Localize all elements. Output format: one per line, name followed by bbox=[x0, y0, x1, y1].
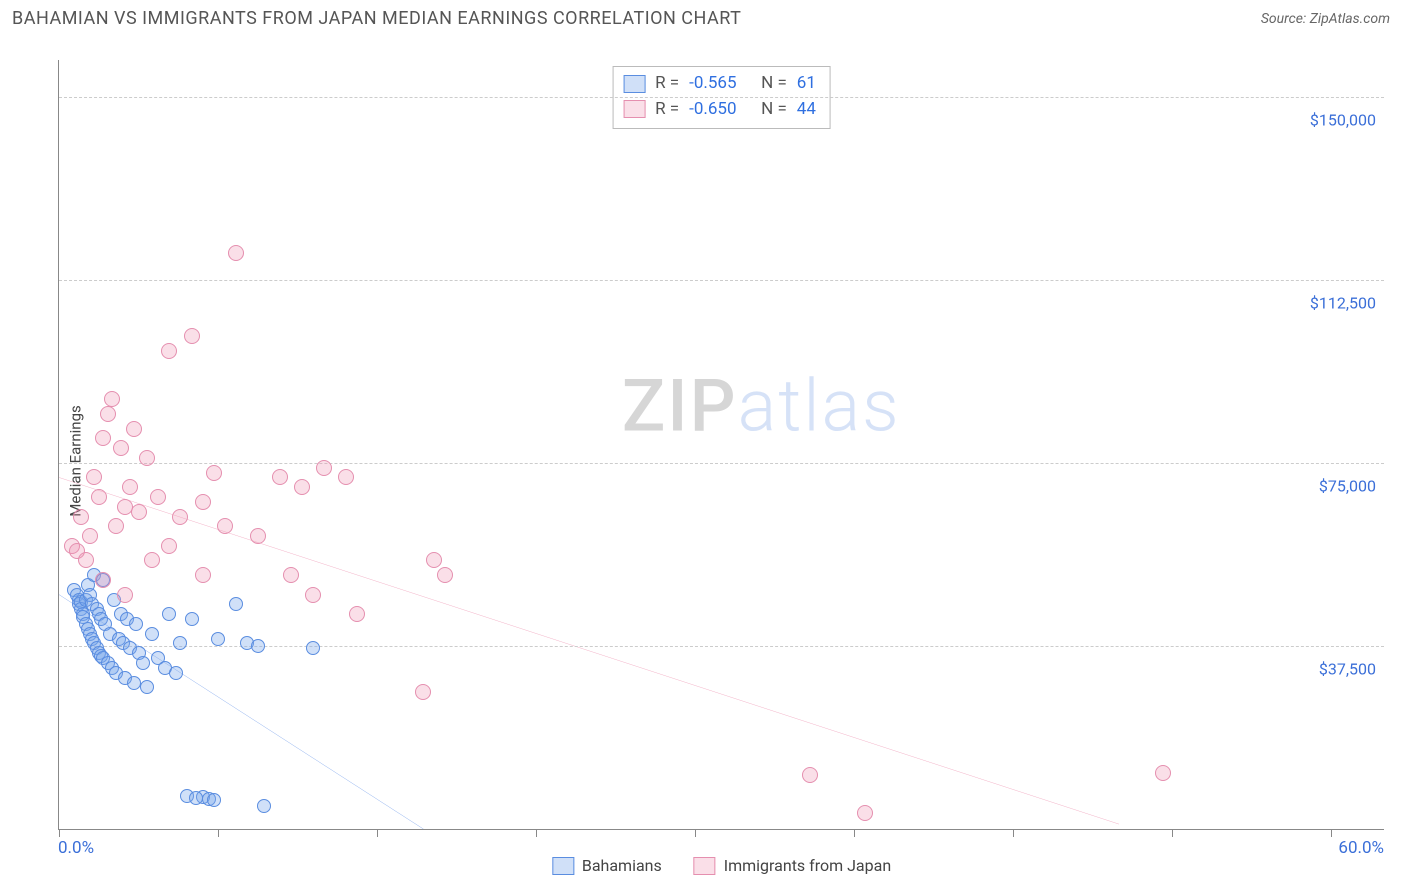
x-tick bbox=[59, 829, 60, 837]
data-point-japan bbox=[161, 538, 177, 554]
source-name: ZipAtlas.com bbox=[1310, 11, 1390, 27]
data-point-bahamians bbox=[136, 656, 150, 670]
data-point-bahamians bbox=[207, 793, 221, 807]
data-point-bahamians bbox=[140, 680, 154, 694]
data-point-japan bbox=[802, 767, 818, 783]
data-point-bahamians bbox=[189, 791, 203, 805]
data-point-bahamians bbox=[257, 799, 271, 813]
data-point-japan bbox=[195, 567, 211, 583]
chart-title: BAHAMIAN VS IMMIGRANTS FROM JAPAN MEDIAN… bbox=[12, 8, 741, 29]
x-tick bbox=[1331, 829, 1332, 837]
data-point-bahamians bbox=[173, 636, 187, 650]
data-point-japan bbox=[95, 430, 111, 446]
watermark-zip: ZIP bbox=[622, 364, 738, 449]
watermark: ZIPatlas bbox=[622, 364, 901, 449]
x-tick bbox=[536, 829, 537, 837]
x-tick bbox=[695, 829, 696, 837]
data-point-japan bbox=[294, 479, 310, 495]
data-point-bahamians bbox=[145, 627, 159, 641]
data-point-japan bbox=[172, 509, 188, 525]
corr-r-value: -0.650 bbox=[689, 97, 751, 123]
data-point-bahamians bbox=[211, 632, 225, 646]
y-tick-label: $37,500 bbox=[1319, 659, 1376, 678]
data-point-japan bbox=[95, 572, 111, 588]
source-prefix: Source: bbox=[1261, 11, 1310, 27]
chart-container: Median Earnings ZIPatlas R =-0.565N =61R… bbox=[12, 42, 1394, 880]
data-point-japan bbox=[316, 460, 332, 476]
data-point-japan bbox=[437, 567, 453, 583]
x-axis-labels: 0.0% 60.0% bbox=[58, 838, 1384, 862]
gridline bbox=[59, 97, 1384, 98]
y-tick-label: $112,500 bbox=[1310, 293, 1376, 312]
corr-n-value: 44 bbox=[797, 97, 816, 123]
data-point-japan bbox=[117, 587, 133, 603]
data-point-bahamians bbox=[251, 639, 265, 653]
data-point-japan bbox=[122, 479, 138, 495]
trend-lines bbox=[59, 60, 1384, 829]
x-tick bbox=[854, 829, 855, 837]
data-point-japan bbox=[139, 450, 155, 466]
data-point-japan bbox=[144, 552, 160, 568]
data-point-japan bbox=[228, 245, 244, 261]
data-point-japan bbox=[217, 518, 233, 534]
data-point-bahamians bbox=[185, 612, 199, 626]
x-tick bbox=[1013, 829, 1014, 837]
data-point-japan bbox=[113, 440, 129, 456]
plot-area: ZIPatlas R =-0.565N =61R =-0.650N =44 Ba… bbox=[58, 60, 1384, 830]
data-point-bahamians bbox=[306, 641, 320, 655]
data-point-japan bbox=[86, 469, 102, 485]
y-tick-label: $75,000 bbox=[1319, 476, 1376, 495]
chart-header: BAHAMIAN VS IMMIGRANTS FROM JAPAN MEDIAN… bbox=[0, 0, 1406, 33]
data-point-japan bbox=[100, 406, 116, 422]
data-point-japan bbox=[126, 421, 142, 437]
corr-row-japan: R = -0.650 N = 44 bbox=[623, 97, 816, 123]
data-point-japan bbox=[73, 509, 89, 525]
data-point-japan bbox=[150, 489, 166, 505]
data-point-bahamians bbox=[169, 666, 183, 680]
gridline bbox=[59, 463, 1384, 464]
data-point-japan bbox=[78, 552, 94, 568]
data-point-japan bbox=[184, 328, 200, 344]
data-point-japan bbox=[857, 805, 873, 821]
data-point-japan bbox=[131, 504, 147, 520]
data-point-japan bbox=[161, 343, 177, 359]
corr-r-label: R = bbox=[655, 97, 679, 123]
x-tick bbox=[1172, 829, 1173, 837]
data-point-bahamians bbox=[127, 676, 141, 690]
data-point-japan bbox=[349, 606, 365, 622]
gridline bbox=[59, 280, 1384, 281]
corr-swatch bbox=[623, 100, 645, 118]
corr-n-label: N = bbox=[761, 97, 787, 123]
corr-row-bahamians: R = -0.565 N = 61 bbox=[623, 71, 816, 97]
x-min-label: 0.0% bbox=[58, 838, 94, 858]
data-point-japan bbox=[82, 528, 98, 544]
data-point-japan bbox=[195, 494, 211, 510]
x-tick bbox=[218, 829, 219, 837]
corr-n-label: N = bbox=[761, 71, 787, 97]
corr-r-value: -0.565 bbox=[689, 71, 751, 97]
corr-n-value: 61 bbox=[797, 71, 816, 97]
data-point-japan bbox=[272, 469, 288, 485]
data-point-japan bbox=[1155, 765, 1171, 781]
watermark-atlas: atlas bbox=[738, 364, 901, 449]
data-point-bahamians bbox=[162, 607, 176, 621]
data-point-japan bbox=[415, 684, 431, 700]
x-max-label: 60.0% bbox=[1338, 838, 1384, 858]
data-point-bahamians bbox=[129, 617, 143, 631]
corr-r-label: R = bbox=[655, 71, 679, 97]
data-point-japan bbox=[104, 391, 120, 407]
data-point-japan bbox=[91, 489, 107, 505]
chart-source: Source: ZipAtlas.com bbox=[1261, 11, 1390, 27]
y-tick-label: $150,000 bbox=[1310, 110, 1376, 129]
data-point-japan bbox=[108, 518, 124, 534]
corr-swatch bbox=[623, 75, 645, 93]
data-point-japan bbox=[305, 587, 321, 603]
data-point-japan bbox=[283, 567, 299, 583]
data-point-japan bbox=[426, 552, 442, 568]
data-point-japan bbox=[338, 469, 354, 485]
data-point-japan bbox=[250, 528, 266, 544]
data-point-bahamians bbox=[229, 597, 243, 611]
data-point-japan bbox=[206, 465, 222, 481]
x-tick bbox=[377, 829, 378, 837]
